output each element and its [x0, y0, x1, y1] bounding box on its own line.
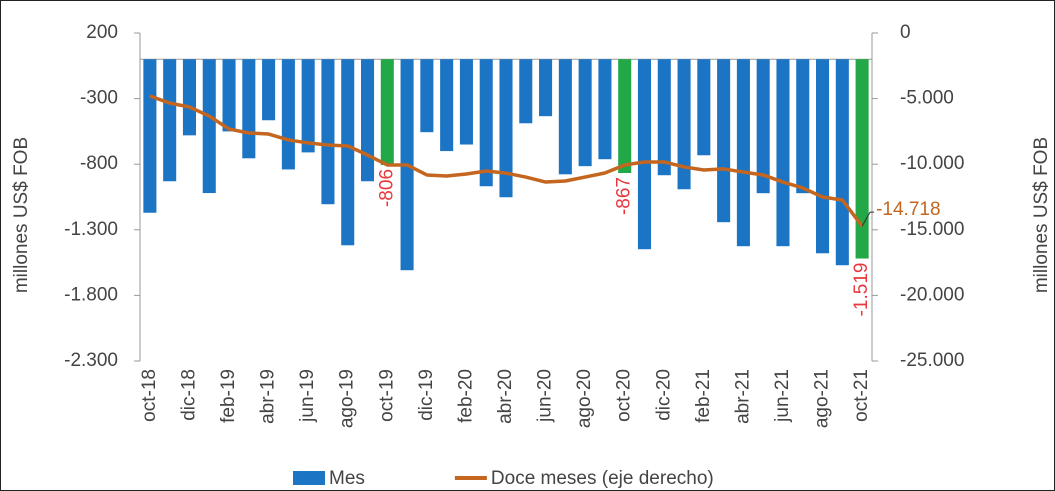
value-label: -867 — [614, 177, 635, 215]
y2-tick-label: -10.000 — [900, 153, 964, 174]
bar — [697, 59, 711, 156]
x-tick-label: oct-20 — [614, 369, 635, 422]
legend-label: Mes — [329, 468, 365, 489]
bar — [281, 59, 295, 170]
y-tick-label: -800 — [80, 153, 118, 174]
value-label: -14.718 — [876, 199, 940, 220]
bar — [519, 59, 533, 124]
x-tick-label: oct-18 — [139, 369, 160, 422]
bar — [855, 59, 869, 259]
bar — [420, 59, 434, 133]
x-tick-label: dic-18 — [178, 369, 199, 421]
bar — [341, 59, 355, 246]
y2-tick-label: -20.000 — [900, 284, 964, 305]
bar — [222, 59, 236, 132]
bar — [816, 59, 830, 254]
bar — [242, 59, 256, 159]
x-tick-label: dic-20 — [653, 369, 674, 421]
x-tick-label: feb-20 — [455, 369, 476, 423]
x-tick-label: ago-20 — [574, 369, 595, 428]
y2-tick-label: -25.000 — [900, 350, 964, 371]
x-tick-label: abr-19 — [258, 369, 279, 424]
x-tick-label: ago-21 — [812, 369, 833, 428]
bar — [618, 59, 632, 173]
bar — [598, 59, 612, 160]
x-tick-label: oct-21 — [851, 369, 872, 422]
legend-label: Doce meses (eje derecho) — [491, 468, 714, 489]
leader-line — [861, 211, 875, 227]
x-tick-label: jun-19 — [297, 369, 318, 423]
bar — [321, 59, 335, 205]
y2-tick-label: 0 — [900, 22, 911, 43]
bar — [558, 59, 572, 175]
y-tick-label: -1.800 — [64, 284, 118, 305]
bar — [163, 59, 177, 182]
bar — [539, 59, 553, 117]
bar — [143, 59, 157, 213]
bar — [360, 59, 375, 182]
x-tick-label: ago-19 — [337, 369, 358, 428]
bar — [835, 59, 849, 266]
y-tick-label: -300 — [80, 88, 118, 109]
x-tick-label: jun-21 — [772, 369, 793, 423]
bar — [202, 59, 216, 194]
x-tick-label: feb-19 — [218, 369, 239, 423]
x-tick-label: dic-19 — [416, 369, 437, 421]
value-label: -1.519 — [851, 263, 872, 317]
y-tick-label: -2.300 — [64, 350, 118, 371]
bar — [796, 59, 810, 194]
bar — [637, 59, 652, 250]
x-tick-label: abr-21 — [732, 369, 753, 424]
bar — [756, 59, 770, 194]
line — [149, 94, 864, 228]
y-axis-label: millones US$ FOB — [11, 137, 32, 293]
bar — [736, 59, 750, 247]
y-tick-label: -1.300 — [64, 219, 118, 240]
bar — [182, 59, 196, 136]
bar — [677, 59, 691, 190]
x-tick-label: oct-19 — [376, 369, 397, 422]
y2-tick-label: -5.000 — [900, 88, 954, 109]
bar — [459, 59, 473, 145]
bar — [578, 59, 592, 167]
bar — [479, 59, 493, 187]
bar — [301, 59, 315, 153]
value-label: -806 — [376, 169, 397, 207]
bar — [717, 59, 731, 223]
x-tick-label: jun-20 — [535, 369, 556, 423]
bar — [380, 59, 394, 165]
x-tick-label: feb-21 — [693, 369, 714, 423]
bar — [262, 59, 276, 121]
x-tick-label: abr-20 — [495, 369, 516, 424]
y2-tick-label: -15.000 — [900, 219, 964, 240]
bar — [657, 59, 671, 176]
bar — [776, 59, 790, 247]
y2-axis-label: millones US$ FOB — [1031, 137, 1052, 293]
y-tick-label: 200 — [86, 22, 118, 43]
legend-swatch — [293, 471, 325, 485]
bar — [440, 59, 454, 152]
bar — [499, 59, 513, 198]
